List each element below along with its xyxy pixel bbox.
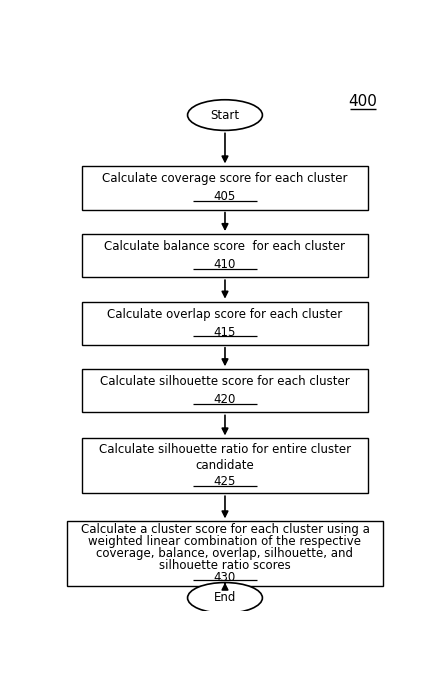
FancyBboxPatch shape <box>82 438 367 493</box>
Text: candidate: candidate <box>195 460 254 472</box>
Text: End: End <box>213 591 236 604</box>
FancyBboxPatch shape <box>82 234 367 277</box>
Text: coverage, balance, overlap, silhouette, and: coverage, balance, overlap, silhouette, … <box>96 547 353 560</box>
FancyBboxPatch shape <box>82 166 367 210</box>
FancyBboxPatch shape <box>82 369 367 412</box>
Text: 405: 405 <box>213 191 236 204</box>
Text: 420: 420 <box>213 393 236 406</box>
Ellipse shape <box>187 582 262 613</box>
FancyBboxPatch shape <box>82 302 367 345</box>
Text: 430: 430 <box>213 571 236 584</box>
FancyBboxPatch shape <box>67 521 382 586</box>
Text: silhouette ratio scores: silhouette ratio scores <box>159 559 290 572</box>
Text: Calculate overlap score for each cluster: Calculate overlap score for each cluster <box>107 307 342 320</box>
Text: Calculate balance score  for each cluster: Calculate balance score for each cluster <box>104 240 345 253</box>
Ellipse shape <box>187 99 262 130</box>
Text: 415: 415 <box>213 326 236 339</box>
Text: weighted linear combination of the respective: weighted linear combination of the respe… <box>88 535 360 548</box>
Text: Calculate silhouette ratio for entire cluster: Calculate silhouette ratio for entire cl… <box>99 443 350 456</box>
Text: Start: Start <box>210 108 239 121</box>
Text: Calculate a cluster score for each cluster using a: Calculate a cluster score for each clust… <box>80 523 369 536</box>
Text: Calculate silhouette score for each cluster: Calculate silhouette score for each clus… <box>100 375 349 388</box>
Text: Calculate coverage score for each cluster: Calculate coverage score for each cluste… <box>102 172 347 185</box>
Text: 425: 425 <box>213 475 236 488</box>
Text: 400: 400 <box>347 95 376 109</box>
Text: 410: 410 <box>213 258 236 271</box>
